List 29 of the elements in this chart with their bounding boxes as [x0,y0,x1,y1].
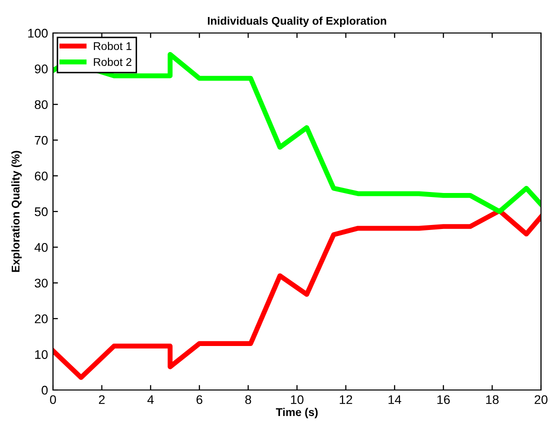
x-tick-label: 4 [147,395,154,404]
y-tick-label: 20 [34,314,48,324]
x-tick-label: 12 [340,395,352,404]
line-series [53,208,541,380]
x-tick-label: 14 [388,395,402,404]
y-tick-label: 90 [34,64,48,74]
y-tick-label: 80 [34,100,48,110]
x-tick-label: 20 [534,395,548,404]
y-tick-label: 40 [34,243,48,252]
x-axis-title: Time (s) [276,408,318,418]
chart-title: Inidividuals Quality of Exploration [208,16,386,27]
x-tick-label: 18 [486,395,499,404]
x-tick-label: 0 [50,395,56,404]
x-tick-label: 10 [291,395,304,404]
y-tick-label: 70 [34,136,48,145]
y-tick-label: 30 [34,278,48,288]
y-tick-label: 0 [42,386,48,395]
y-axis-title: Exploration Quality (%) [11,150,22,272]
y-tick-label: 60 [34,172,48,180]
x-tick-label: 6 [196,395,202,404]
y-tick-label: 50 [34,207,48,216]
y-tick-label: 10 [35,350,48,359]
legend-label: Robot 1 [94,42,132,50]
y-tick-label: 100 [28,28,48,38]
x-tick-label: 8 [245,395,252,404]
x-tick-label: 2 [98,395,105,404]
legend-label: Robot 2 [94,58,132,66]
line-series [53,52,541,214]
x-tick-label: 16 [437,395,450,404]
